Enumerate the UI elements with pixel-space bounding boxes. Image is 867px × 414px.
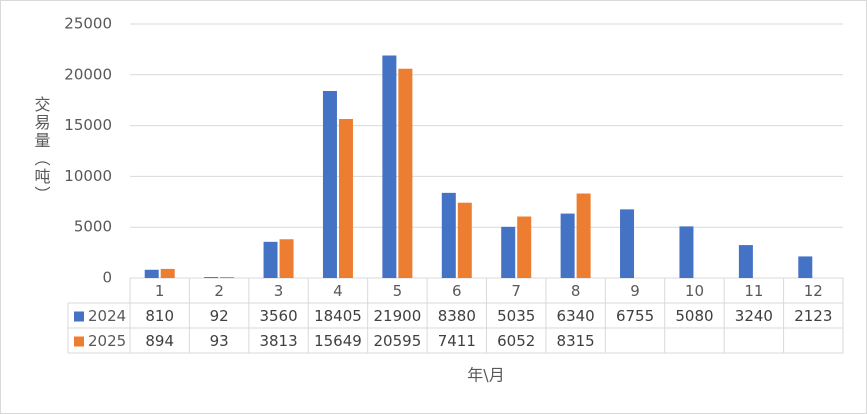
data-table-cell: 5035 (497, 307, 535, 325)
y-tick-label: 5000 (74, 218, 112, 236)
data-table-cell: 810 (145, 307, 174, 325)
bar (279, 239, 294, 278)
bar (576, 193, 591, 278)
legend-label: 2025 (88, 332, 126, 350)
bar (204, 277, 219, 278)
x-tick-label: 7 (511, 282, 521, 300)
bar (382, 55, 397, 278)
bar (144, 269, 159, 278)
bar (798, 256, 813, 278)
x-tick-label: 2 (214, 282, 224, 300)
bar (441, 192, 456, 278)
x-tick-label: 8 (571, 282, 581, 300)
data-table-cell: 18405 (314, 307, 362, 325)
data-table-cell: 2123 (794, 307, 832, 325)
x-tick-label: 12 (804, 282, 823, 300)
x-tick-label: 1 (155, 282, 165, 300)
bar (501, 226, 516, 278)
data-table-cell: 93 (210, 332, 229, 350)
y-tick-label: 15000 (64, 116, 112, 134)
y-axis-title: 交易量（吨） (32, 96, 51, 204)
bar (679, 226, 694, 278)
bar (398, 68, 413, 279)
y-tick-label: 25000 (64, 15, 112, 33)
x-axis-title: 年\月 (467, 366, 504, 385)
data-table-cell: 3240 (735, 307, 773, 325)
x-tick-label: 3 (274, 282, 284, 300)
y-tick-label: 20000 (64, 65, 112, 83)
legend-label: 2024 (88, 307, 126, 325)
data-table-cell: 3560 (259, 307, 297, 325)
bar (620, 209, 635, 278)
x-tick-label: 4 (333, 282, 343, 300)
x-tick-label: 9 (630, 282, 640, 300)
bar (560, 213, 575, 278)
data-table-cell: 7411 (438, 332, 476, 350)
data-table-cell: 92 (210, 307, 229, 325)
data-table-cell: 8315 (557, 332, 595, 350)
x-tick-label: 5 (393, 282, 403, 300)
data-table-cell: 8380 (438, 307, 476, 325)
legend-key (74, 336, 84, 347)
data-table-cell: 894 (145, 332, 174, 350)
data-table-cell: 3813 (259, 332, 297, 350)
y-tick-label: 10000 (64, 167, 112, 185)
x-tick-label: 10 (685, 282, 704, 300)
y-tick-label: 0 (102, 269, 112, 287)
data-table-cell: 15649 (314, 332, 362, 350)
x-tick-label: 6 (452, 282, 462, 300)
bar (738, 245, 753, 278)
bar (457, 202, 472, 278)
legend-key (74, 311, 84, 322)
bar (322, 91, 337, 278)
bar (220, 277, 235, 278)
data-table-cell: 6340 (557, 307, 595, 325)
bar (263, 241, 278, 278)
data-table-cell: 6755 (616, 307, 654, 325)
bar (338, 119, 353, 278)
data-table-cell: 5080 (675, 307, 713, 325)
data-table-cell: 21900 (374, 307, 422, 325)
x-tick-label: 11 (744, 282, 763, 300)
data-table-cell: 20595 (374, 332, 422, 350)
bar (517, 216, 532, 278)
data-table-cell: 6052 (497, 332, 535, 350)
bar (160, 268, 175, 278)
